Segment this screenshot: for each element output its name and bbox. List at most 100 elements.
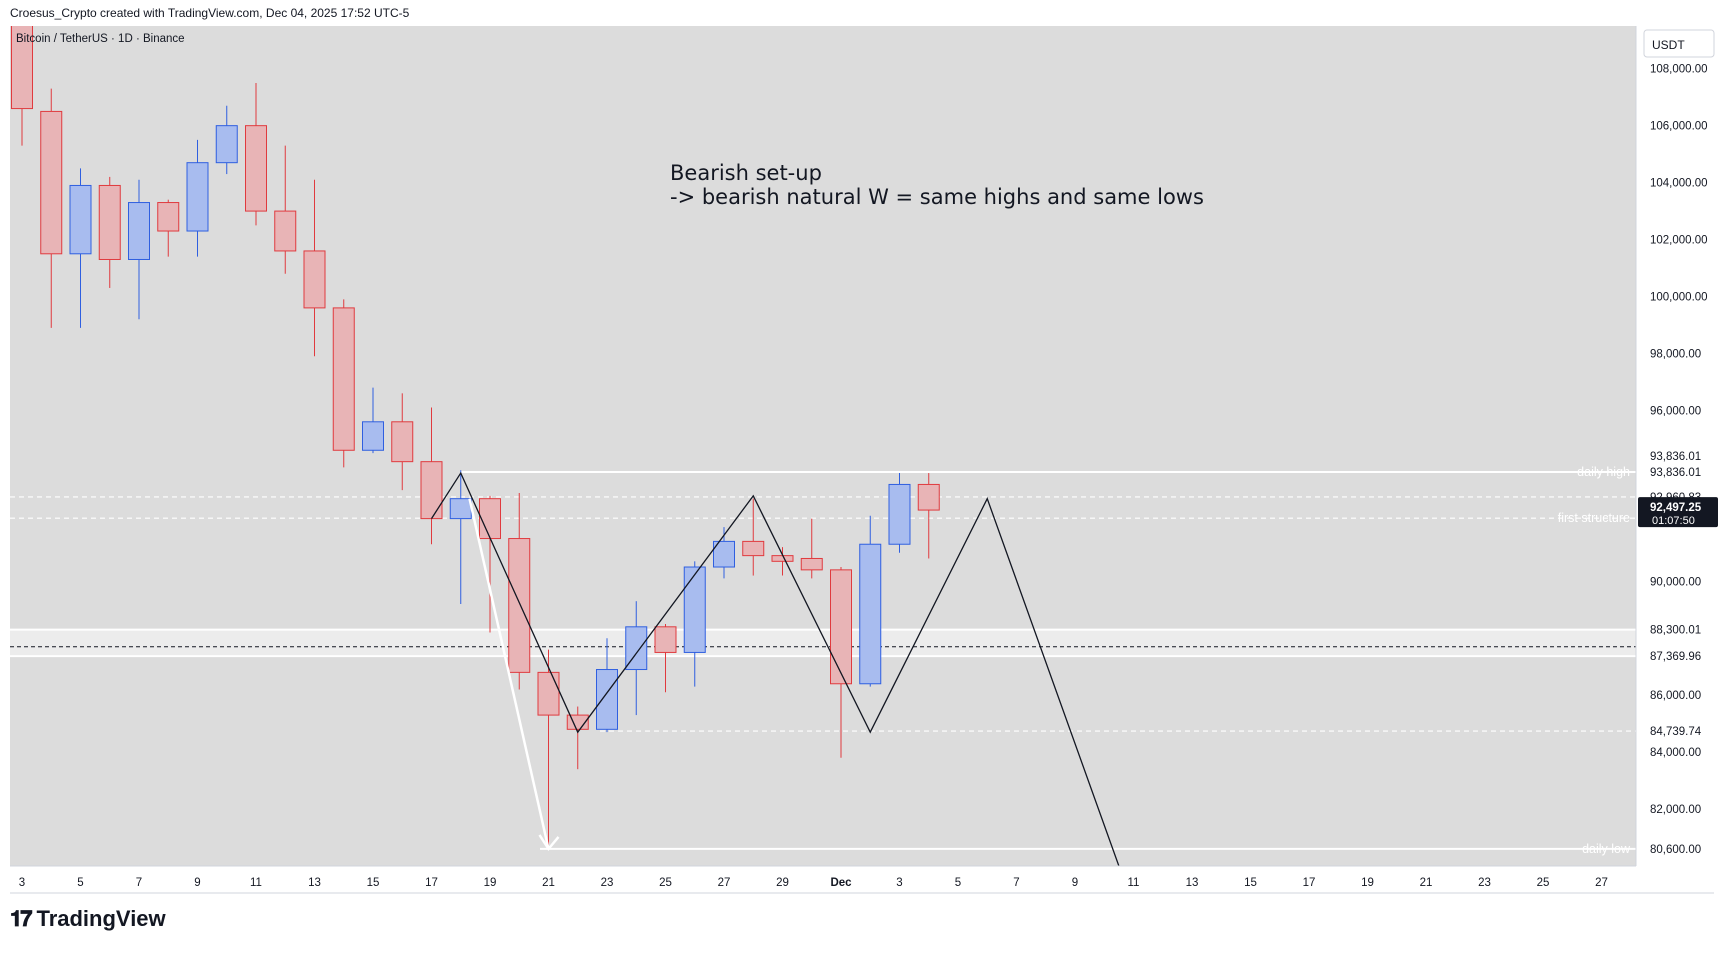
candle-body [98,184,121,260]
candle-body [800,557,823,571]
candle-body [245,125,267,212]
price-axis-bg [1636,26,1723,866]
candles-layer [11,26,940,849]
time-tick-label: 7 [1013,877,1019,889]
candle-body [771,555,794,562]
candle-body [859,543,882,685]
candle-body [40,110,63,255]
time-tick-label: 15 [367,877,380,889]
price-level-label: 87,369.96 [1650,651,1701,663]
time-tick-label: 23 [601,877,614,889]
down-arrow-head [538,834,560,852]
levels-layer: daily high first structure daily low [10,465,1636,856]
time-tick-label: 25 [1537,877,1550,889]
candle-body [332,307,355,451]
tradingview-logo-icon: 𝟏𝟕 [10,906,33,931]
candle-body [420,461,443,520]
price-tick-label: 96,000.00 [1650,405,1701,417]
price-tick-label: 104,000.00 [1650,178,1708,190]
currency-button[interactable]: USDT [1643,29,1715,58]
candle-body [917,483,940,511]
price-axis[interactable]: 108,000.00 106,000.00 104,000.00 102,000.00… [1635,26,1723,866]
time-tick-label: 9 [194,877,200,889]
candle-body [830,569,852,685]
price-label-bg [1638,448,1723,465]
time-tick-label: 13 [308,877,321,889]
candle-body [888,483,911,545]
candle-body [391,421,414,463]
time-tick-label: Dec [830,877,852,889]
chart-header: Croesus_Crypto created with TradingView.… [10,6,410,20]
candle-body [742,540,765,557]
time-tick-label: 27 [1595,877,1608,889]
price-label-bg [1638,621,1723,638]
candle-body [654,626,677,653]
candle-body [508,538,531,673]
current-price-label: 92,497.25 [1650,502,1702,514]
time-tick-label: 17 [425,877,438,889]
level-label: daily high [1577,465,1630,479]
time-tick-label: 19 [484,877,497,889]
time-tick-label: 3 [19,877,25,889]
time-tick-label: 21 [542,877,555,889]
time-tick-label: 7 [136,877,142,889]
price-level-label: 93,836.01 [1650,467,1701,479]
support-zone [10,629,1636,657]
time-axis-bg [10,866,1636,893]
candle-body [596,669,618,730]
candle-body [215,125,238,164]
candle-body [274,210,297,252]
tradingview-logo-text: TradingView [36,906,166,931]
time-axis[interactable]: 3 5 7 9 11 13 15 17 19 21 23 25 27 29 Dec 3 5 7 9 11 13 15 17 1… [10,865,1714,894]
price-tick-label: 102,000.00 [1650,235,1708,247]
candle-body [537,671,560,716]
countdown-timer: 01:07:50 [1652,515,1695,527]
annotation-subtitle: -> bearish natural W = same highs and sa… [670,185,1204,209]
candle-body [479,498,501,540]
time-tick-label: 17 [1303,877,1316,889]
price-tick-label: 90,000.00 [1650,576,1701,588]
price-level-label: 88,300.01 [1650,625,1701,637]
w-pattern-line [430,471,1120,866]
price-tick-label: 86,000.00 [1650,690,1701,702]
candle-body [449,498,472,520]
time-tick-label: 29 [776,877,789,889]
level-label: daily low [1582,842,1631,856]
candle-body [713,540,735,568]
candle-body [157,202,180,232]
price-label-bg [1638,464,1723,481]
price-tick-label: 98,000.00 [1650,348,1701,360]
symbol-label: Bitcoin / TetherUS · 1D · Binance [16,33,185,45]
time-tick-label: 21 [1420,877,1433,889]
price-level-label: 80,600.00 [1650,844,1701,856]
price-tick-label: 82,000.00 [1650,804,1701,816]
time-tick-label: 9 [1072,877,1078,889]
time-tick-label: 11 [250,877,262,889]
tradingview-logo[interactable]: 𝟏𝟕 TradingView [10,906,166,932]
candle-body [303,250,326,309]
price-label-bg [1638,648,1723,665]
time-tick-label: 13 [1186,877,1199,889]
price-label-bg [1638,723,1723,740]
time-tick-label: 19 [1361,877,1374,889]
candle-body [683,566,706,653]
candle-body [362,421,384,451]
time-tick-label: 25 [659,877,672,889]
price-level-label: 84,739.74 [1650,726,1702,738]
plot-area[interactable] [10,26,1636,866]
price-tick-label: 108,000.00 [1650,64,1708,76]
time-tick-label: 27 [718,877,731,889]
time-tick-label: 3 [896,877,902,889]
time-tick-label: 15 [1244,877,1257,889]
candle-body [625,626,648,671]
price-tick-label: 100,000.00 [1650,292,1708,304]
annotation-title: Bearish set-up [670,161,822,185]
time-tick-label: 5 [955,877,961,889]
candle-body [11,26,33,110]
price-level-label: 93,836.01 [1650,451,1701,463]
down-arrow [468,498,550,850]
time-tick-label: 11 [1128,877,1140,889]
level-label: first structure [1558,511,1630,525]
price-label-bg [1638,840,1723,857]
